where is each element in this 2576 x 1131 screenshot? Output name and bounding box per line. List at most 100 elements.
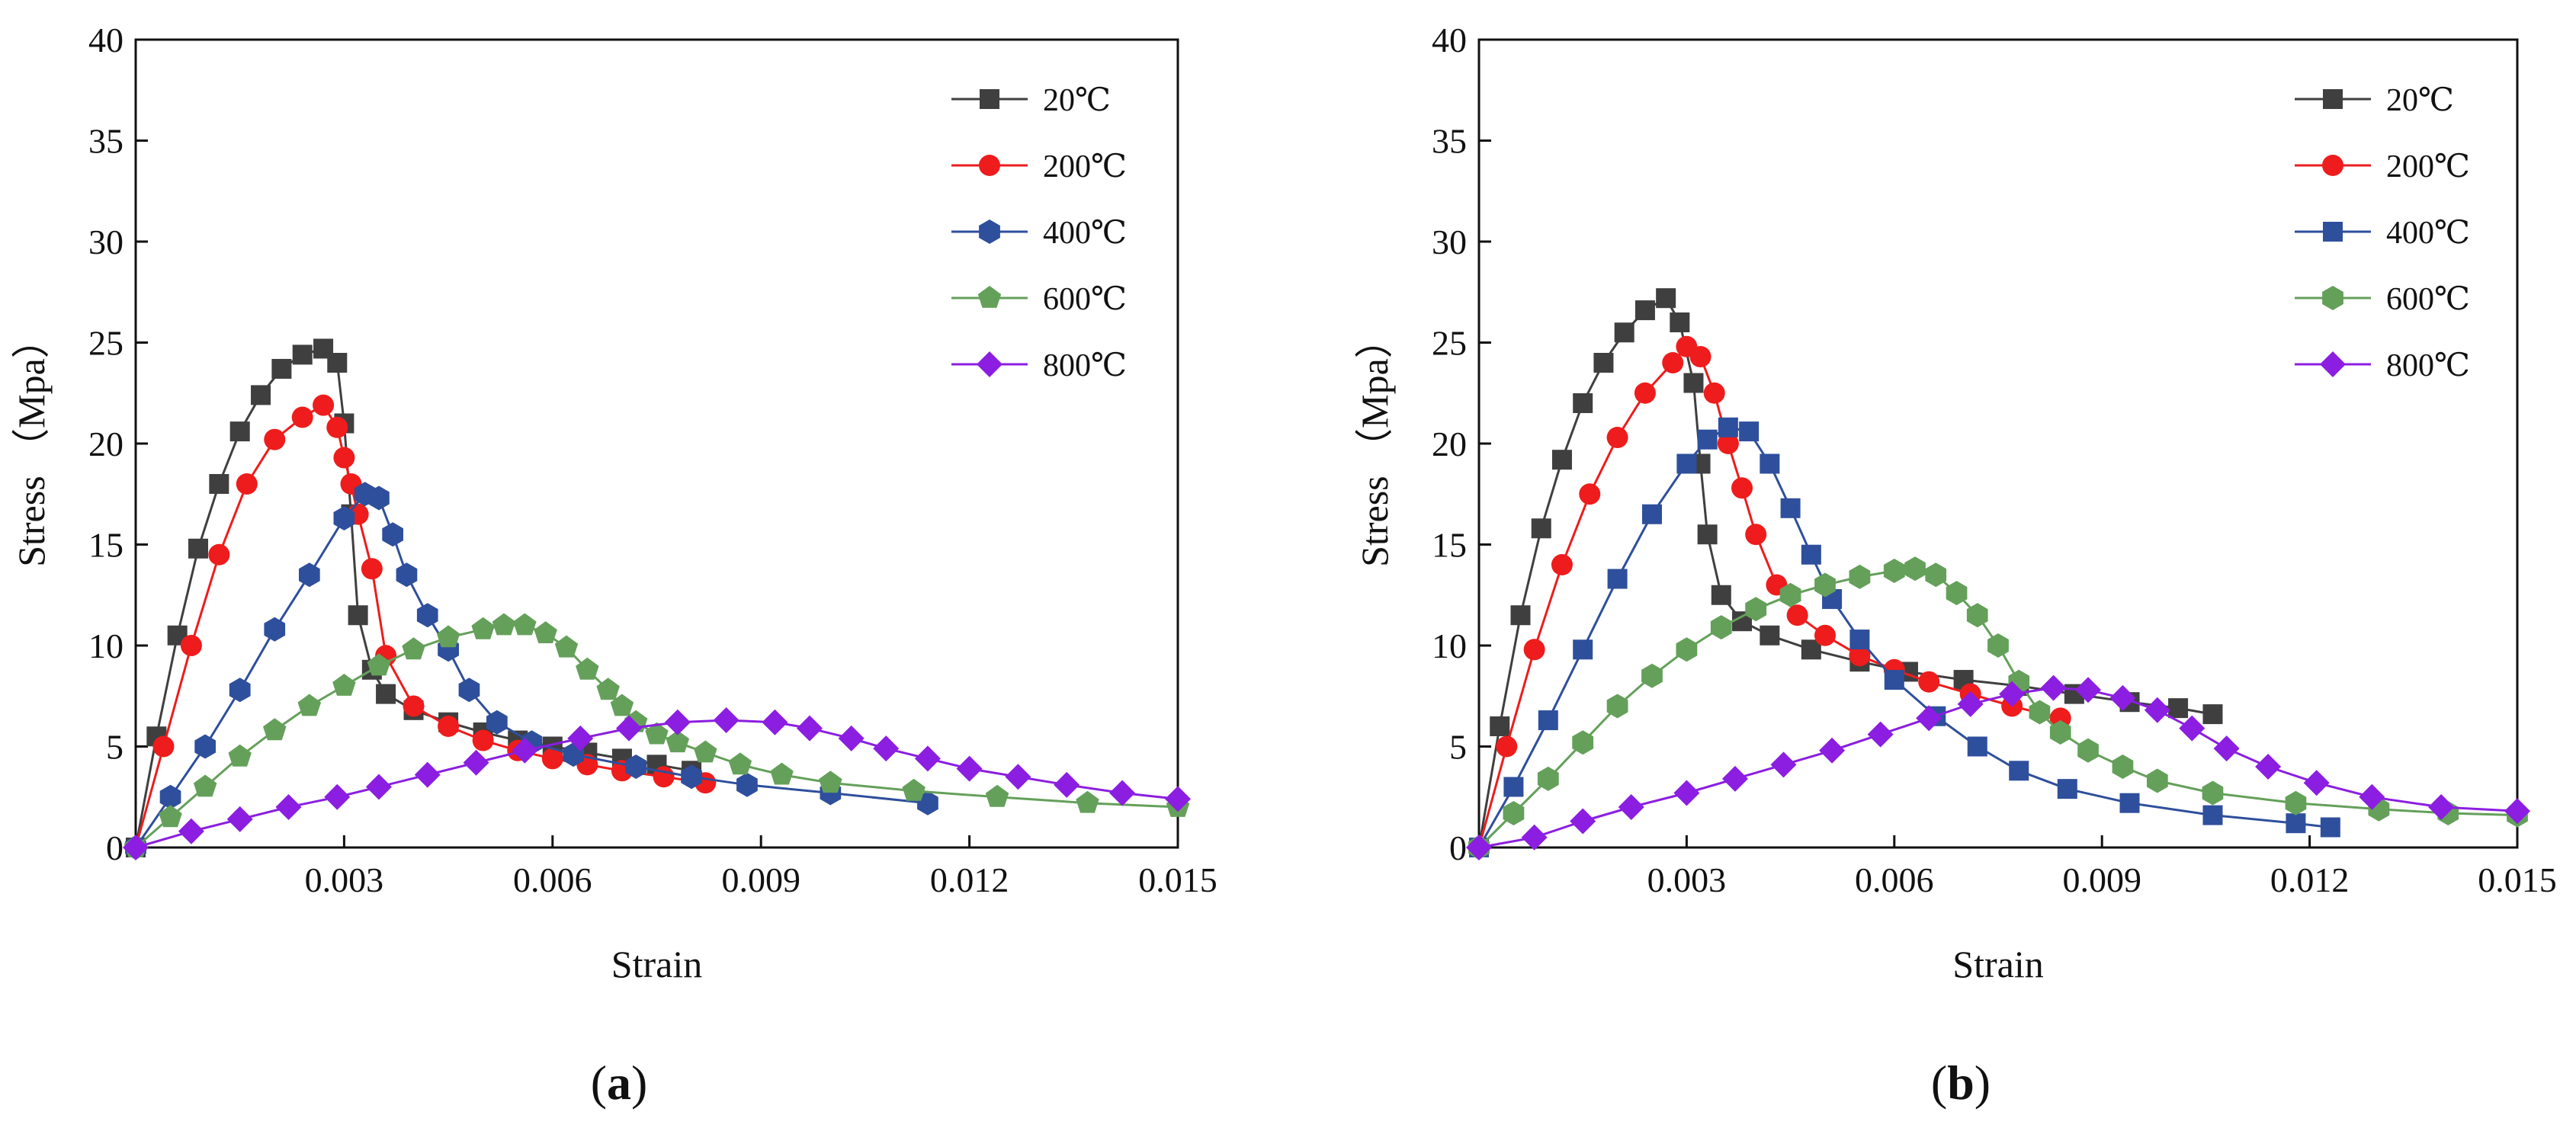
data-point xyxy=(1634,300,1655,321)
data-point xyxy=(1606,427,1628,449)
data-point xyxy=(226,806,253,832)
data-point xyxy=(1537,766,1559,791)
legend: 20℃ 200℃ 400℃ 600℃ 800℃ xyxy=(2295,83,2470,383)
data-point xyxy=(1867,721,1894,748)
data-point xyxy=(1606,694,1628,719)
data-point xyxy=(1966,603,1988,628)
data-point xyxy=(1676,453,1697,474)
data-point xyxy=(458,678,480,703)
y-tick-label: 0 xyxy=(1449,828,1467,867)
data-point xyxy=(534,621,557,643)
data-point xyxy=(367,653,391,676)
data-point xyxy=(1987,633,2009,658)
data-point xyxy=(271,358,292,379)
y-tick-label: 25 xyxy=(88,324,124,363)
data-point xyxy=(513,613,537,636)
data-point xyxy=(1703,382,1725,404)
series-line xyxy=(134,348,692,848)
data-point xyxy=(1573,393,1593,413)
data-point xyxy=(1531,518,1551,539)
x-tick-label: 0.006 xyxy=(1855,860,1934,899)
data-point xyxy=(159,784,181,809)
data-point xyxy=(2202,805,2223,825)
series-4 xyxy=(1466,674,2530,860)
data-point xyxy=(2428,794,2455,820)
data-point xyxy=(1739,421,1760,442)
data-point xyxy=(956,755,983,782)
data-point xyxy=(1918,671,1940,693)
data-point xyxy=(1662,352,1684,373)
x-tick-label: 0.006 xyxy=(513,860,592,899)
y-tick-label: 30 xyxy=(88,223,124,261)
data-point xyxy=(1770,751,1797,778)
data-point xyxy=(694,740,717,763)
data-point xyxy=(1005,764,1031,790)
data-point xyxy=(292,344,313,365)
data-point xyxy=(1916,705,1942,732)
data-point xyxy=(1551,450,1572,470)
legend-marker xyxy=(2320,351,2346,377)
data-point xyxy=(796,715,823,742)
data-point xyxy=(1780,498,1801,518)
y-tick-label: 20 xyxy=(1432,425,1467,463)
x-tick-label: 0.009 xyxy=(2062,860,2141,899)
data-point xyxy=(838,725,865,751)
data-point xyxy=(985,784,1009,807)
data-point xyxy=(208,543,230,566)
data-point xyxy=(541,748,563,770)
data-point xyxy=(664,709,691,735)
data-point xyxy=(1642,504,1662,524)
data-point xyxy=(333,506,355,530)
data-point xyxy=(819,771,842,793)
data-point xyxy=(229,421,250,442)
y-axis-title: Stress （Mpa） xyxy=(10,320,53,567)
legend-label: 600℃ xyxy=(1043,282,1127,317)
data-point xyxy=(728,752,752,775)
data-point xyxy=(327,353,348,373)
data-point xyxy=(1503,801,1525,825)
data-point xyxy=(1109,780,1136,806)
data-point xyxy=(264,617,286,642)
data-point xyxy=(2147,768,2168,793)
data-point xyxy=(736,772,758,797)
data-point xyxy=(2202,780,2224,806)
y-tick-label: 30 xyxy=(1432,223,1467,261)
data-point xyxy=(914,745,941,772)
legend-label: 400℃ xyxy=(2386,216,2470,251)
data-point xyxy=(2057,779,2077,799)
data-point xyxy=(2255,754,2282,780)
data-point xyxy=(209,474,229,494)
data-point xyxy=(2285,790,2307,815)
data-point xyxy=(1607,569,1628,589)
y-tick-label: 0 xyxy=(106,828,124,867)
series-line xyxy=(1478,687,2518,849)
data-point xyxy=(2077,738,2099,763)
legend: 20℃ 200℃ 400℃ 600℃ 800℃ xyxy=(951,83,1127,383)
data-point xyxy=(1538,710,1558,731)
series-line xyxy=(134,492,929,848)
data-point xyxy=(332,674,356,696)
x-axis-title: Strain xyxy=(611,943,702,985)
data-point xyxy=(873,735,900,762)
data-point xyxy=(1849,564,1871,589)
data-point xyxy=(1496,735,1518,758)
data-point xyxy=(1076,790,1099,813)
y-tick-label: 20 xyxy=(88,425,124,463)
data-point xyxy=(1946,581,1968,606)
series-3 xyxy=(124,613,1190,857)
data-point xyxy=(512,737,538,764)
data-point xyxy=(348,605,368,626)
data-point xyxy=(1165,786,1191,812)
data-point xyxy=(625,755,646,779)
legend-marker xyxy=(977,351,1002,377)
data-point xyxy=(1054,771,1080,798)
data-point xyxy=(2202,704,2223,725)
data-point xyxy=(264,428,286,450)
data-point xyxy=(1697,429,1718,450)
data-point xyxy=(1904,556,1926,582)
y-tick-label: 35 xyxy=(1432,122,1467,161)
data-point xyxy=(1957,690,1984,717)
y-tick-label: 40 xyxy=(88,21,124,59)
data-point xyxy=(1814,572,1836,598)
